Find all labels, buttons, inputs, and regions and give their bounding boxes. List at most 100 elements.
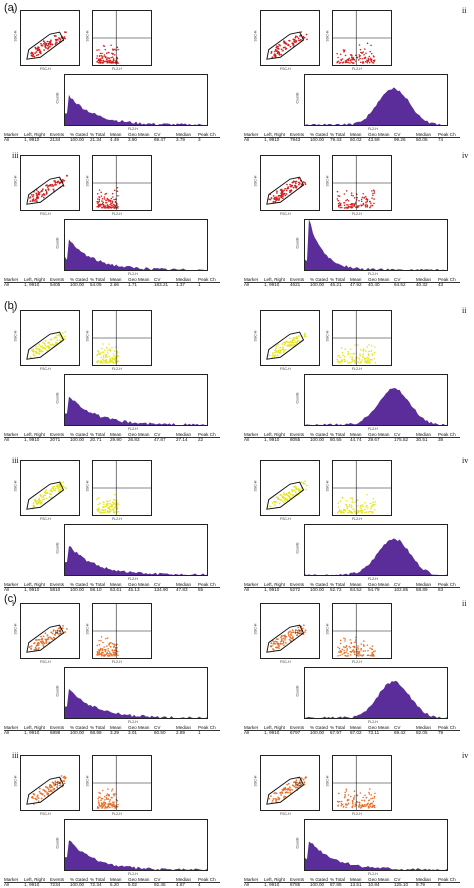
event-dot [275, 350, 278, 353]
event-dot [103, 795, 106, 798]
table-rule [244, 137, 460, 138]
event-dot [96, 55, 99, 57]
event-dot [338, 792, 340, 795]
event-dot [294, 629, 297, 631]
fsc-axis-label: FSC-H [280, 367, 291, 371]
event-dot [296, 784, 298, 787]
fsc-ssc-scatter [26, 331, 67, 360]
event-dot [340, 651, 342, 654]
event-dot [343, 201, 345, 204]
stats-header-cell: Peak Ch [198, 277, 216, 282]
stats-data-row: All 1, 9910 4621 100.00 46.21 47.92 40.40 64.52… [244, 282, 460, 287]
event-dot [109, 802, 112, 805]
event-dot [362, 509, 364, 512]
event-dot [357, 653, 359, 655]
event-dot [64, 31, 66, 33]
event-dot [63, 36, 66, 38]
event-dot [104, 805, 107, 808]
event-dot [54, 38, 57, 41]
event-dot [40, 350, 42, 353]
event-dot [96, 653, 98, 656]
event-dot [59, 489, 62, 492]
event-dot [360, 654, 362, 657]
event-dot [111, 52, 113, 55]
event-dot [357, 511, 360, 514]
event-dot [51, 486, 54, 488]
event-dot [349, 646, 352, 649]
event-dot [38, 193, 41, 196]
event-dot [37, 638, 40, 641]
stats-header-cell: % Gated [70, 277, 88, 282]
stats-cell: 68.98 [90, 730, 102, 736]
event-dot [363, 640, 365, 642]
fl2-axis-label: FL2-H [352, 812, 362, 816]
event-dot [58, 634, 60, 636]
event-dot [351, 501, 353, 503]
stats-cell: 74 [438, 137, 444, 143]
event-dot [108, 655, 111, 657]
event-dot [96, 57, 98, 60]
event-dot [340, 510, 343, 512]
event-dot [53, 488, 55, 491]
event-dot [40, 500, 43, 503]
event-dot [372, 189, 375, 191]
event-dot [303, 36, 306, 39]
stats-cell: 100.00 [310, 437, 325, 443]
event-dot [344, 509, 347, 512]
event-dot [300, 783, 303, 786]
event-dot [110, 56, 112, 59]
event-dot [337, 805, 339, 807]
event-dot [102, 343, 104, 345]
event-dot [114, 359, 116, 361]
event-dot [102, 651, 104, 654]
stats-header-cell: Events [290, 432, 305, 437]
event-dot [373, 192, 376, 194]
event-dot [364, 60, 367, 63]
event-dot [113, 189, 116, 192]
event-dot [105, 202, 107, 204]
event-dot [113, 649, 115, 652]
event-dot [104, 802, 107, 804]
event-dot [342, 508, 345, 511]
event-dot [271, 352, 274, 354]
event-dot [288, 39, 291, 42]
event-dot [284, 639, 286, 641]
event-dot [44, 790, 47, 793]
event-dot [346, 203, 348, 206]
event-dot [365, 504, 368, 507]
event-dot [344, 654, 347, 657]
stats-cell: All [4, 437, 10, 443]
counts-axis-label: Counts [55, 542, 60, 554]
histogram-bars [305, 841, 447, 870]
event-dot [101, 648, 104, 650]
event-dot [297, 626, 300, 629]
event-dot [283, 42, 285, 44]
event-dot [281, 642, 284, 645]
event-dot [281, 343, 284, 345]
stats-header-cell: Marker [244, 432, 259, 437]
stats-header-row: Marker Left, Right Events% Gated% Total Mea… [244, 132, 460, 137]
stats-header-cell: % Gated [310, 277, 328, 282]
event-dot [113, 507, 115, 509]
event-dot [348, 645, 350, 648]
event-dot [98, 651, 101, 653]
event-dot [284, 499, 286, 501]
event-dot [285, 340, 288, 343]
stats-table: Marker Left, Right Events% Gated% Total Mea… [244, 277, 460, 288]
event-dot [100, 652, 103, 654]
event-dot [51, 487, 54, 490]
event-dot [105, 648, 107, 651]
event-dot [43, 642, 46, 645]
event-dot [338, 800, 341, 803]
event-dot [366, 507, 369, 509]
fsc-ssc-scatter [266, 176, 307, 205]
event-dot [33, 350, 36, 353]
event-dot [102, 789, 104, 792]
ssc-axis-label: SSC-H [13, 330, 18, 342]
event-dot [341, 360, 344, 362]
fl2-axis-label: FL2-H [112, 660, 122, 664]
stats-cell: 64.52 [394, 282, 406, 288]
stats-header-row: Marker Left, Right Events% Gated% Total Mea… [4, 132, 220, 137]
event-dot [350, 504, 353, 507]
event-dot [342, 49, 345, 51]
